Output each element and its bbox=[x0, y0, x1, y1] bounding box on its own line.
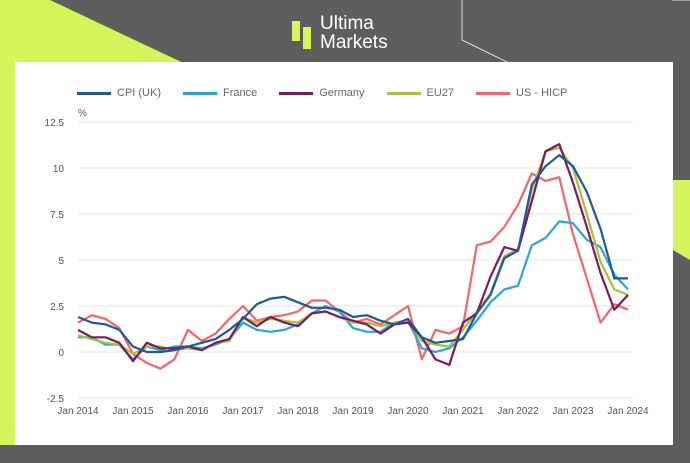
y-tick-label: 12.5 bbox=[45, 118, 65, 129]
x-tick-label: Jan 2017 bbox=[222, 406, 264, 417]
x-tick-label: Jan 2024 bbox=[607, 406, 649, 417]
series-line-us-hicp bbox=[77, 172, 629, 370]
legend-label: US - HICP bbox=[516, 87, 568, 99]
legend-swatch bbox=[279, 91, 314, 95]
y-tick-label: 7.5 bbox=[50, 210, 64, 221]
y-tick-label: -2.5 bbox=[47, 394, 65, 405]
legend-swatch bbox=[183, 91, 217, 95]
brand-name-line2: Markets bbox=[320, 32, 388, 53]
y-tick-label: 10 bbox=[53, 164, 65, 175]
legend-item-germany[interactable]: Germany bbox=[279, 87, 365, 99]
series-line-eu27 bbox=[77, 146, 629, 355]
x-tick-label: Jan 2022 bbox=[497, 406, 539, 417]
y-axis-label: % bbox=[78, 108, 87, 119]
x-tick-label: Jan 2020 bbox=[387, 406, 429, 417]
x-tick-label: Jan 2019 bbox=[332, 406, 374, 417]
x-tick-label: Jan 2016 bbox=[167, 406, 209, 417]
legend-label: Germany bbox=[319, 87, 365, 99]
chart-legend: CPI (UK) France Germany EU27 US - HICP bbox=[77, 87, 567, 99]
legend-item-uk[interactable]: CPI (UK) bbox=[77, 87, 161, 99]
x-tick-label: Jan 2018 bbox=[277, 406, 319, 417]
x-tick-label: Jan 2015 bbox=[112, 406, 154, 417]
legend-label: France bbox=[223, 87, 258, 99]
y-tick-label: 0 bbox=[58, 348, 64, 359]
brand-logo: Ultima Markets bbox=[292, 14, 388, 52]
legend-label: CPI (UK) bbox=[117, 87, 161, 99]
x-tick-label: Jan 2014 bbox=[57, 406, 99, 417]
y-tick-label: 5 bbox=[58, 256, 64, 267]
legend-swatch bbox=[386, 91, 421, 95]
legend-swatch bbox=[476, 91, 511, 95]
chart-card: CPI (UK) France Germany EU27 US - HICP -… bbox=[15, 62, 673, 445]
legend-label: EU27 bbox=[426, 87, 455, 99]
logo-mark-icon bbox=[292, 21, 311, 49]
series-line-germany bbox=[77, 142, 629, 366]
x-tick-label: Jan 2023 bbox=[552, 406, 594, 417]
x-tick-label: Jan 2021 bbox=[442, 406, 484, 417]
legend-item-eu27[interactable]: EU27 bbox=[386, 87, 455, 99]
line-chart: -2.5 0 2.5 5 7.5 10 12.5% Jan 2014 Jan 2015 Jan 2… bbox=[45, 108, 649, 417]
brand-name-line1: Ultima bbox=[320, 13, 374, 34]
series-line-france bbox=[78, 220, 629, 361]
y-tick-label: 2.5 bbox=[50, 302, 64, 313]
legend-item-france[interactable]: France bbox=[183, 87, 257, 99]
series-line-cpi-uk- bbox=[77, 153, 628, 354]
legend-swatch bbox=[77, 91, 111, 95]
legend-item-us[interactable]: US - HICP bbox=[476, 87, 567, 99]
